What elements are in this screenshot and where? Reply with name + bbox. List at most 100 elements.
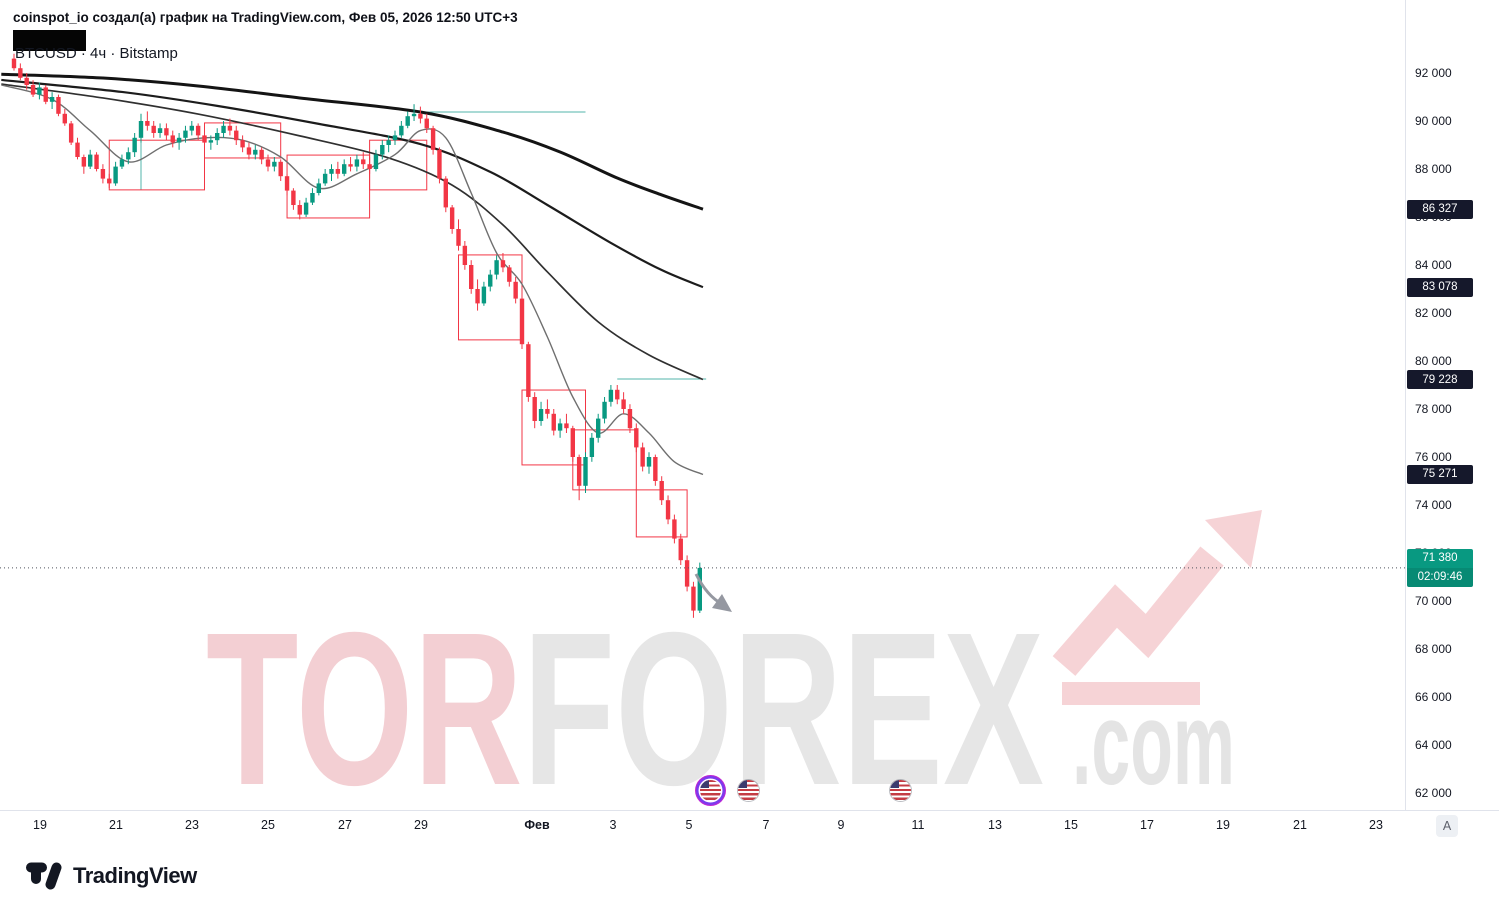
footer-brand[interactable]: TradingView	[25, 862, 197, 890]
price-axis-label: 64 000	[1415, 738, 1452, 752]
pattern-box	[369, 139, 428, 191]
attribution-text: coinspot_io создал(а) график на TradingV…	[13, 10, 518, 25]
candle	[145, 121, 150, 126]
candle	[240, 140, 245, 148]
auto-scale-button[interactable]: A	[1436, 815, 1458, 837]
time-axis-label: 25	[261, 818, 275, 832]
candle	[18, 68, 23, 78]
candle	[11, 58, 17, 69]
time-axis-label: 23	[1369, 818, 1383, 832]
candle	[259, 149, 264, 160]
candle	[507, 267, 512, 282]
candle	[132, 137, 137, 153]
current-price-badge: 71 380 02:09:46	[1407, 548, 1473, 587]
candle	[678, 538, 683, 561]
candle	[608, 389, 614, 402]
time-axis-label: 27	[338, 818, 352, 832]
calendar-event-flag-usa[interactable]	[699, 779, 721, 801]
tradingview-logo-icon[interactable]	[25, 862, 63, 890]
candle	[202, 135, 207, 143]
candle	[246, 147, 252, 155]
candle	[691, 586, 696, 611]
price-axis-label: 76 000	[1415, 450, 1452, 464]
candle	[227, 125, 233, 131]
candle	[589, 437, 595, 457]
candle	[138, 121, 144, 138]
candle	[310, 193, 315, 203]
watermark-arrow-logo	[1052, 510, 1262, 705]
candle	[564, 423, 569, 429]
candle	[342, 164, 347, 174]
candle	[392, 135, 398, 141]
tradingview-logo-text[interactable]: TradingView	[73, 863, 197, 888]
candle	[284, 176, 290, 191]
candle	[234, 130, 239, 141]
symbol-title[interactable]: BTCUSD · 4ч · Bitstamp	[15, 45, 178, 62]
candle	[405, 116, 410, 126]
candle	[570, 428, 575, 457]
candle	[684, 560, 690, 587]
chart-canvas[interactable]	[0, 0, 1405, 810]
candle	[316, 183, 321, 193]
candle	[538, 409, 544, 421]
candle	[373, 154, 379, 169]
calendar-event-flag-usa[interactable]	[889, 779, 911, 801]
watermark-graphic: TORFOREX .com	[206, 510, 1262, 831]
time-axis-label: 23	[185, 818, 199, 832]
bar-countdown: 02:09:46	[1407, 567, 1473, 587]
candle	[532, 397, 537, 421]
trend-arrow-head	[712, 594, 732, 612]
candle	[653, 457, 658, 481]
time-axis-label: 21	[1293, 818, 1307, 832]
pattern-box	[521, 389, 586, 466]
time-axis-label: Фев	[524, 818, 550, 832]
time-axis-label: 7	[762, 818, 770, 832]
candle	[88, 154, 93, 167]
ma-line-ma-slow-2	[1, 78, 704, 289]
candle	[297, 205, 302, 215]
candle	[659, 481, 664, 501]
candle	[576, 457, 582, 486]
ma-line-ma-fast	[1, 84, 704, 476]
candle	[335, 169, 341, 174]
candle	[481, 286, 487, 304]
candle	[640, 447, 645, 467]
candle	[367, 164, 372, 169]
time-axis-label: 13	[988, 818, 1002, 832]
candle	[303, 202, 309, 215]
candles-layer	[11, 53, 702, 618]
time-axis-label: 9	[837, 818, 845, 832]
candle	[278, 161, 283, 177]
candle	[430, 128, 436, 150]
indicator-value-badge: 79 228	[1407, 370, 1473, 390]
time-axis-label: 3	[609, 818, 617, 832]
indicator-value-badge: 83 078	[1407, 277, 1473, 297]
candle	[24, 77, 29, 85]
candle	[469, 265, 474, 289]
candle	[170, 135, 175, 143]
time-axis-label: 19	[33, 818, 47, 832]
candle	[551, 413, 556, 431]
candle	[68, 123, 74, 143]
pattern-box	[458, 254, 523, 341]
candle	[583, 457, 588, 486]
candle	[183, 130, 188, 138]
time-axis-label: 17	[1140, 818, 1154, 832]
candle	[596, 418, 601, 438]
time-axis[interactable]: A 19 21 23 25 27 29 Фев 3 5 7 9 11 13 15 17 19 21 23	[0, 810, 1499, 843]
watermark: TORFOREX .com	[200, 500, 1280, 831]
black-annotation-box	[13, 30, 86, 51]
candle	[557, 423, 563, 431]
price-axis-label: 78 000	[1415, 402, 1452, 416]
candle	[665, 500, 671, 520]
time-axis-label: 19	[1216, 818, 1230, 832]
candle	[386, 140, 391, 145]
candle	[475, 289, 480, 304]
candle	[107, 178, 112, 184]
candle	[94, 154, 99, 169]
ma-line-ma-mid	[1, 83, 704, 381]
candle	[646, 457, 652, 467]
calendar-event-flag-usa[interactable]	[737, 779, 759, 801]
candle	[526, 344, 531, 397]
